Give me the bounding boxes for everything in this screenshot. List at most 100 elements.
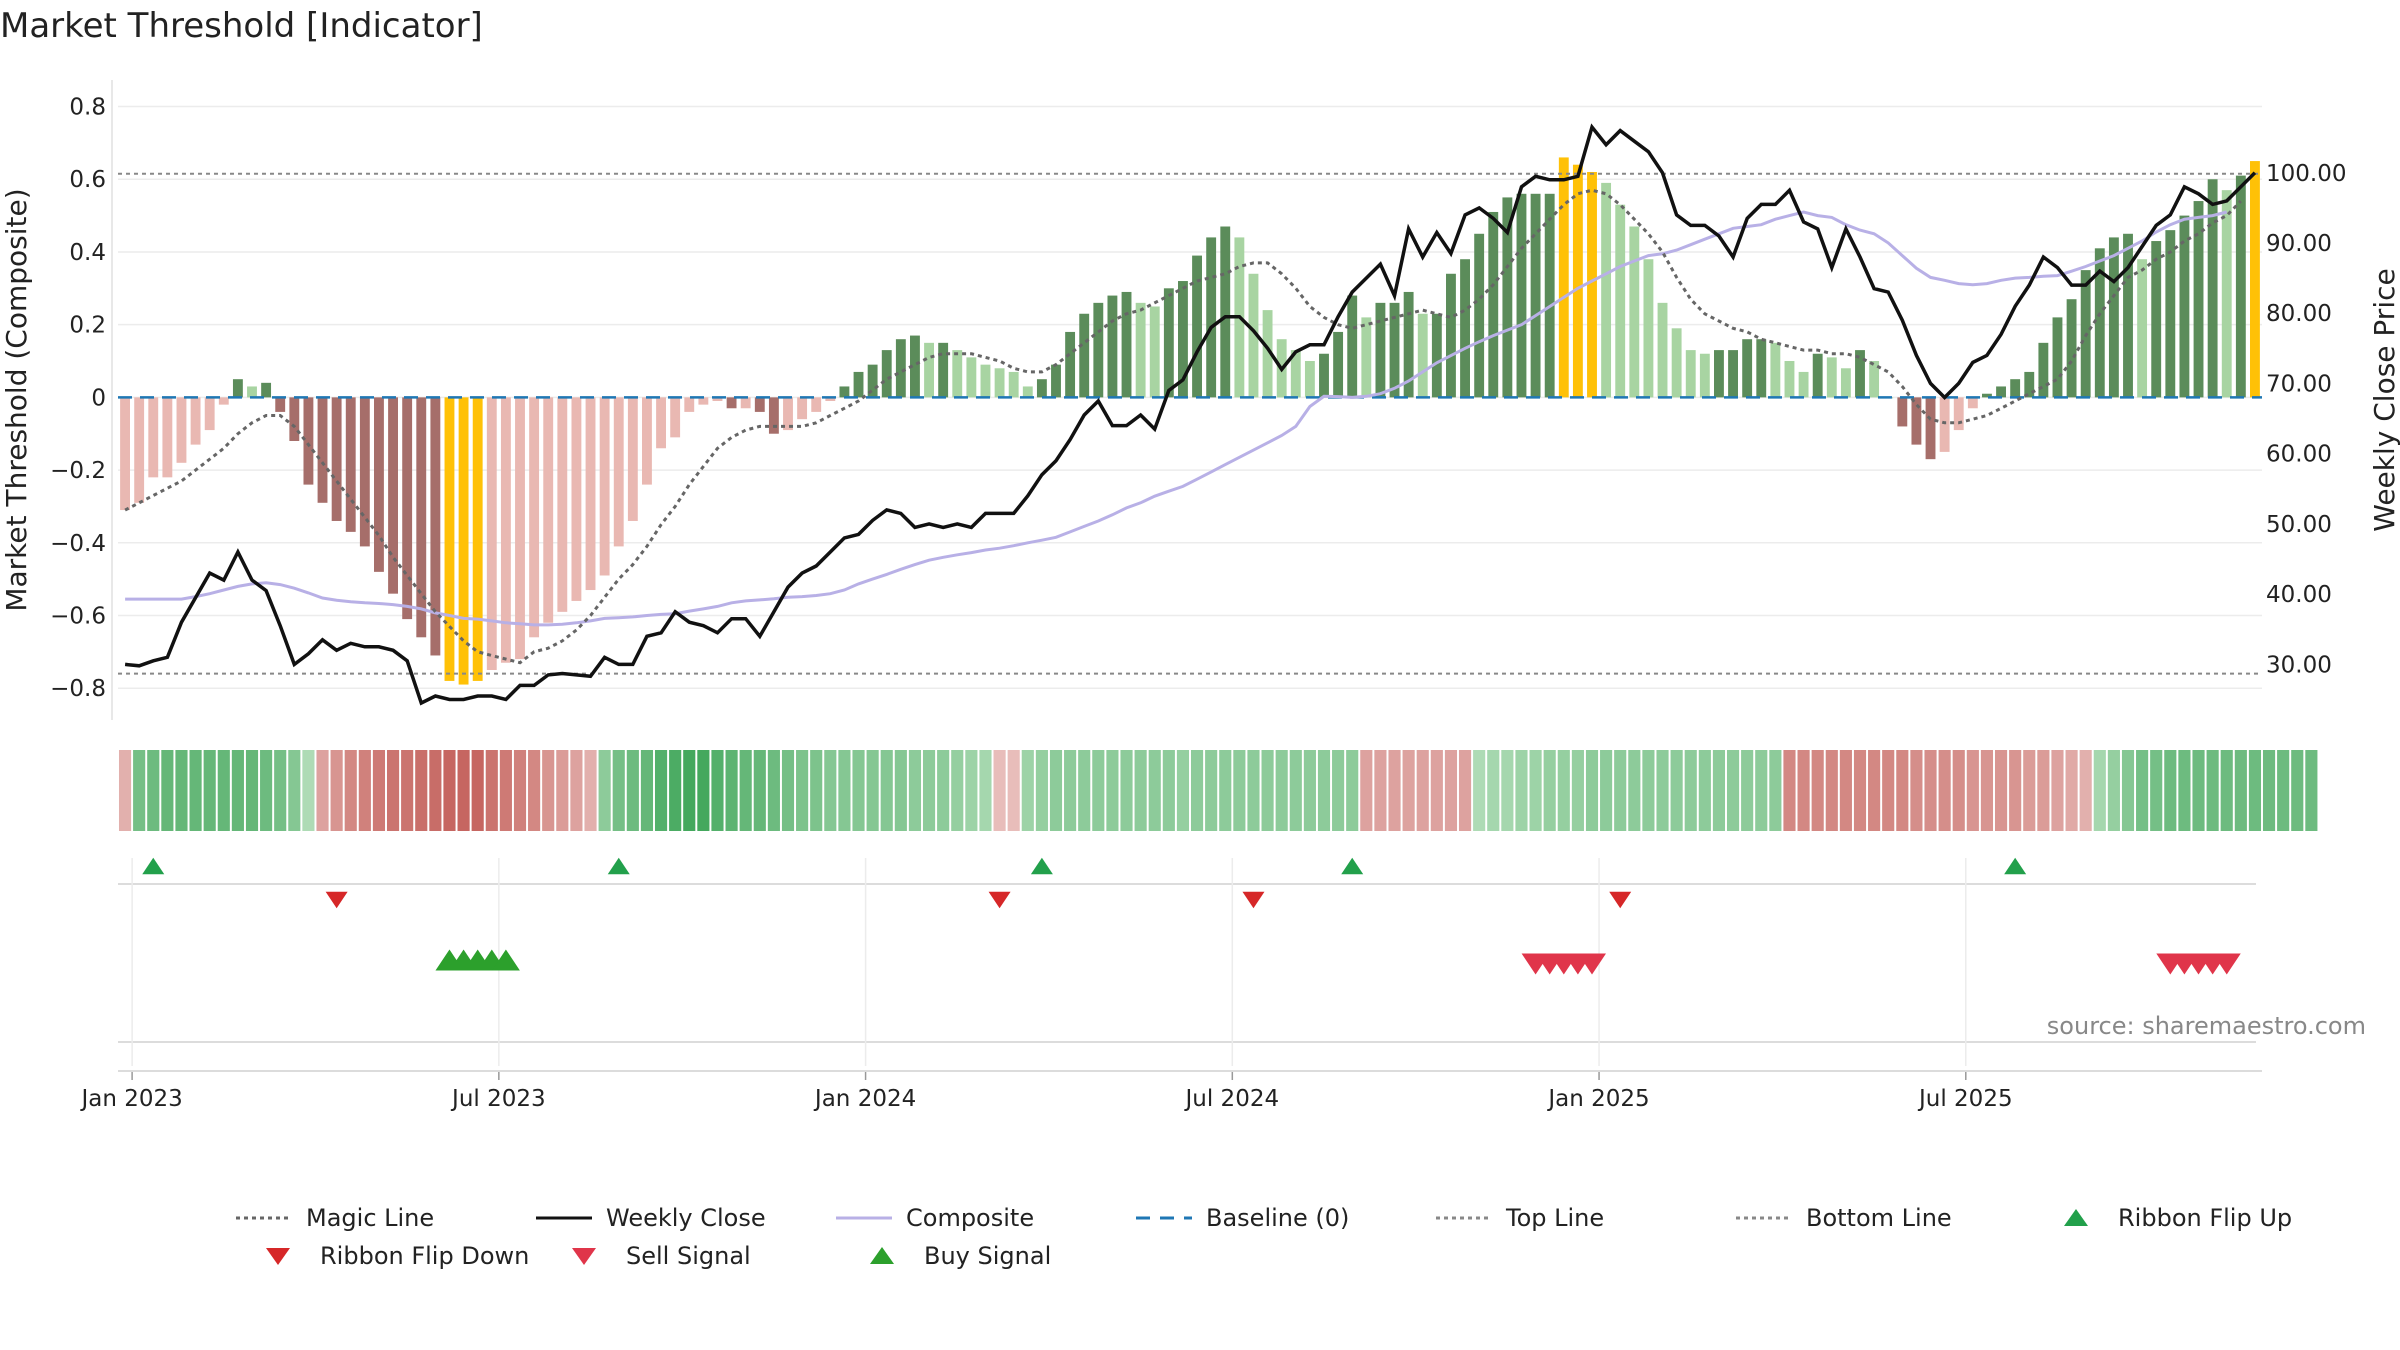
composite-bar: [331, 397, 342, 521]
legend-marker: [2064, 1209, 2088, 1226]
ribbon-cell: [1600, 750, 1613, 831]
ribbon-cell: [965, 750, 978, 831]
legend-item: Buy Signal: [870, 1242, 1051, 1270]
composite-bar: [1431, 313, 1442, 398]
ribbon-cell: [288, 750, 301, 831]
ribbon-flip-up-marker: [142, 857, 165, 875]
composite-bar: [345, 397, 356, 532]
ribbon-cell: [1726, 750, 1740, 831]
composite-bar: [797, 397, 808, 420]
source-label: source: sharemaestro.com: [2047, 1012, 2366, 1040]
legend-item: Ribbon Flip Down: [266, 1242, 529, 1270]
composite-bar: [1036, 379, 1047, 398]
ribbon-cell: [1712, 750, 1726, 831]
composite-bar: [726, 397, 737, 409]
composite-bar: [1953, 397, 1964, 431]
composite-bar: [1840, 368, 1851, 398]
y-tick-label: 0.6: [69, 167, 106, 193]
composite-bar: [599, 397, 610, 576]
composite-bar: [881, 350, 892, 398]
composite-bar: [500, 397, 511, 663]
ribbon-cell: [1783, 750, 1796, 831]
composite-bar: [1093, 302, 1104, 398]
composite-bar: [825, 397, 836, 401]
composite-bar: [1389, 302, 1400, 398]
composite-bar: [853, 371, 864, 398]
ribbon-cell: [1458, 750, 1472, 831]
composite-bar: [232, 379, 243, 398]
ribbon-cell: [147, 750, 160, 831]
composite-bar: [1996, 386, 2006, 398]
composite-bar: [811, 397, 822, 412]
ribbon-cell: [344, 750, 357, 831]
ribbon-cell: [217, 750, 230, 831]
ribbon-cell: [654, 750, 668, 831]
composite-bar: [317, 397, 328, 503]
ribbon-cell: [161, 750, 174, 831]
ribbon-cell: [1317, 750, 1331, 831]
ribbon-cell: [1543, 750, 1556, 831]
ribbon-cell: [1346, 750, 1359, 831]
ribbon-cell: [118, 750, 132, 831]
composite-bar: [543, 397, 554, 623]
ribbon-cell: [1585, 750, 1599, 831]
ribbon-cell: [1388, 750, 1401, 831]
x-tick-label: Jul 2023: [450, 1086, 546, 1112]
ribbon-cell: [1797, 750, 1810, 831]
composite-bar: [1488, 211, 1499, 398]
ribbon-cell: [2009, 750, 2022, 831]
ribbon-cell: [372, 750, 386, 831]
ribbon-cell: [922, 750, 936, 831]
composite-bar: [2221, 190, 2232, 398]
axis-layer: 0.8 0.6 0.4 0.2 0 −0.2 −0.4 −0.6 −0.8 100.00 90.00…: [50, 80, 2346, 1112]
ribbon-cell: [133, 750, 146, 831]
ribbon-cell: [2248, 750, 2262, 831]
ribbon-cell: [796, 750, 809, 831]
composite-bar: [2052, 317, 2063, 398]
magic-line: [124, 188, 2242, 665]
composite-bar: [1333, 331, 1344, 398]
composite-bar: [1065, 331, 1076, 398]
ribbon-flip-up-marker: [1341, 857, 1364, 875]
composite-bar: [289, 397, 300, 441]
composite-bar: [1897, 397, 1908, 427]
composite-bar: [1290, 350, 1301, 398]
ribbon-cell: [499, 750, 512, 831]
ribbon-cell: [2291, 750, 2304, 831]
composite-bar: [1544, 193, 1555, 398]
ribbon-cell: [1444, 750, 1458, 831]
ribbon-cell: [1374, 750, 1387, 831]
composite-bar: [571, 397, 582, 601]
ribbon-cell: [203, 750, 216, 831]
composite-bar: [895, 339, 906, 398]
ribbon-cell: [2065, 750, 2078, 831]
ribbon-cell: [471, 750, 484, 831]
composite-bar: [2235, 175, 2246, 398]
composite-bar: [1643, 259, 1654, 398]
composite-bar: [1149, 306, 1160, 398]
y-tick-label: 0.2: [69, 313, 106, 339]
ribbon-cell: [908, 750, 922, 831]
ribbon-cell: [1614, 750, 1627, 831]
ribbon-cell: [1430, 750, 1443, 831]
ribbon-cell: [2305, 750, 2318, 831]
ribbon-cell: [2178, 750, 2191, 831]
ribbon-cell: [1148, 750, 1161, 831]
composite-bar: [557, 397, 568, 612]
ribbon-flip-down-marker: [1242, 891, 1265, 909]
composite-bar: [740, 397, 751, 409]
composite-bar: [938, 342, 949, 398]
legend: Magic Line Weekly Close Composite Baseline …: [236, 1204, 2292, 1270]
ribbon-cell: [2262, 750, 2276, 831]
ribbon-cell: [711, 750, 724, 831]
composite-bar: [1657, 302, 1668, 398]
composite-bar: [374, 397, 384, 572]
ribbon-cell: [683, 750, 696, 831]
ribbon-cell: [669, 750, 682, 831]
ribbon-cell: [1571, 750, 1584, 831]
chart-title: Market Threshold [Indicator]: [0, 6, 483, 46]
ribbon-cell: [810, 750, 823, 831]
composite-bar: [839, 386, 850, 398]
composite-bar: [1615, 204, 1626, 398]
